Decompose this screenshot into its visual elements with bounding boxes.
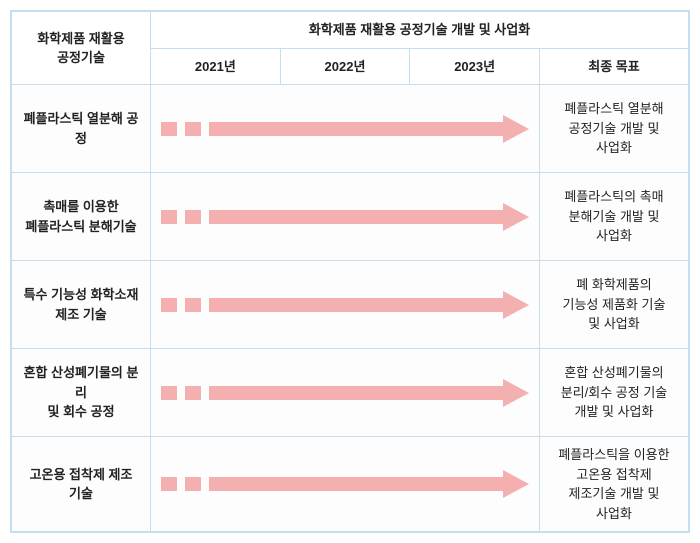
arrow-shaft [209,210,503,224]
table-row: 특수 기능성 화학소재제조 기술 폐 화학제품의기능성 제품화 기술및 사업화 [11,261,689,349]
table-body: 폐플라스틱 열분해 공정폐플라스틱 열분해공정기술 개발 및사업화촉매를 이용한… [11,85,689,533]
row-label: 혼합 산성폐기물의 분리및 회수 공정 [11,349,151,437]
arrow-head-icon [503,115,529,143]
row-goal: 폐플라스틱을 이용한고온용 접착제제조기술 개발 및사업화 [539,437,689,533]
arrow-shaft [209,477,503,491]
timeline-arrow-cell [151,85,540,173]
arrow-dash [185,298,201,312]
timeline-arrow-cell [151,437,540,533]
arrow-dash [185,210,201,224]
timeline-arrow-cell [151,261,540,349]
arrow-dash [185,477,201,491]
row-goal: 혼합 산성폐기물의분리/회수 공정 기술개발 및 사업화 [539,349,689,437]
row-label: 특수 기능성 화학소재제조 기술 [11,261,151,349]
arrow-dash [185,122,201,136]
arrow-head-icon [503,470,529,498]
arrow-shaft [209,122,503,136]
header-row-1: 화학제품 재활용공정기술 화학제품 재활용 공정기술 개발 및 사업화 [11,11,689,48]
arrow-dash [161,210,177,224]
timeline-arrow [161,381,529,405]
timeline-arrow-cell [151,349,540,437]
arrow-dash [161,386,177,400]
row-goal: 폐 화학제품의기능성 제품화 기술및 사업화 [539,261,689,349]
table-row: 폐플라스틱 열분해 공정 폐플라스틱 열분해공정기술 개발 및사업화 [11,85,689,173]
row-goal: 폐플라스틱 열분해공정기술 개발 및사업화 [539,85,689,173]
table-row: 촉매를 이용한폐플라스틱 분해기술 폐플라스틱의 촉매분해기술 개발 및사업화 [11,173,689,261]
roadmap-table: 화학제품 재활용공정기술 화학제품 재활용 공정기술 개발 및 사업화 2021… [10,10,690,533]
table-row: 고온용 접착제 제조기술 폐플라스틱을 이용한고온용 접착제제조기술 개발 및사업… [11,437,689,533]
row-label: 고온용 접착제 제조기술 [11,437,151,533]
header-year-2023: 2023년 [410,48,540,85]
arrow-head-icon [503,379,529,407]
arrow-dash [185,386,201,400]
row-label: 촉매를 이용한폐플라스틱 분해기술 [11,173,151,261]
header-top-title: 화학제품 재활용 공정기술 개발 및 사업화 [151,11,689,48]
arrow-dash [161,122,177,136]
header-year-2021: 2021년 [151,48,281,85]
arrow-dash [161,298,177,312]
row-goal: 폐플라스틱의 촉매분해기술 개발 및사업화 [539,173,689,261]
timeline-arrow [161,472,529,496]
arrow-head-icon [503,291,529,319]
arrow-shaft [209,298,503,312]
arrow-head-icon [503,203,529,231]
row-label: 폐플라스틱 열분해 공정 [11,85,151,173]
timeline-arrow [161,293,529,317]
timeline-arrow-cell [151,173,540,261]
header-goal-label: 최종 목표 [539,48,689,85]
arrow-shaft [209,386,503,400]
header-left-title: 화학제품 재활용공정기술 [11,11,151,85]
arrow-dash [161,477,177,491]
timeline-arrow [161,205,529,229]
header-year-2022: 2022년 [280,48,410,85]
table-row: 혼합 산성폐기물의 분리및 회수 공정 혼합 산성폐기물의분리/회수 공정 기술개… [11,349,689,437]
timeline-arrow [161,117,529,141]
